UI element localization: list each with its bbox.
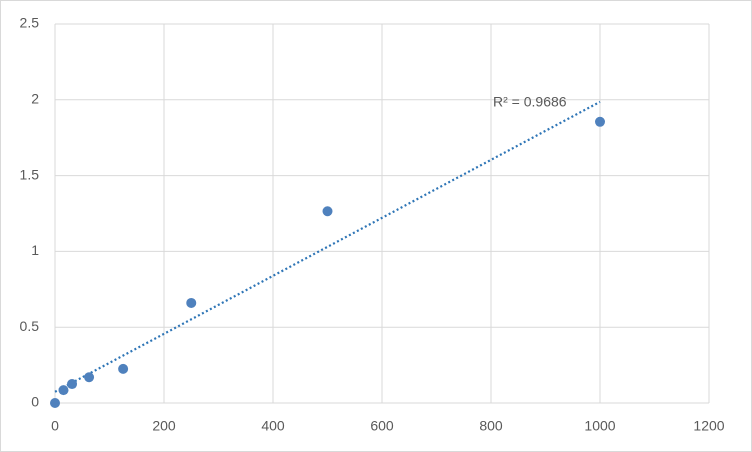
point [186, 297, 197, 308]
x-tick-label: 0 [51, 418, 59, 434]
point [118, 363, 129, 374]
y-tick-label: 2 [31, 91, 39, 107]
x-tick-label: 200 [152, 418, 176, 434]
point [50, 398, 60, 408]
point [322, 206, 333, 217]
x-tick-label: 600 [370, 418, 394, 434]
y-tick-label: 1.5 [20, 166, 40, 182]
point [58, 385, 69, 396]
y-tick-label: 0 [31, 394, 39, 410]
annotation: R² = 0.9686 [493, 94, 567, 110]
x-tick-label: 1000 [584, 418, 615, 434]
point [84, 372, 95, 383]
y-tick-label: 1 [31, 242, 39, 258]
y-tick-label: 2.5 [20, 15, 40, 31]
trendline [54, 100, 601, 393]
x-tick-label: 1200 [693, 418, 724, 434]
y-tick-label: 0.5 [20, 318, 40, 334]
x-tick-label: 800 [479, 418, 503, 434]
point [595, 116, 605, 127]
point [67, 379, 78, 390]
x-tick-label: 400 [261, 418, 285, 434]
